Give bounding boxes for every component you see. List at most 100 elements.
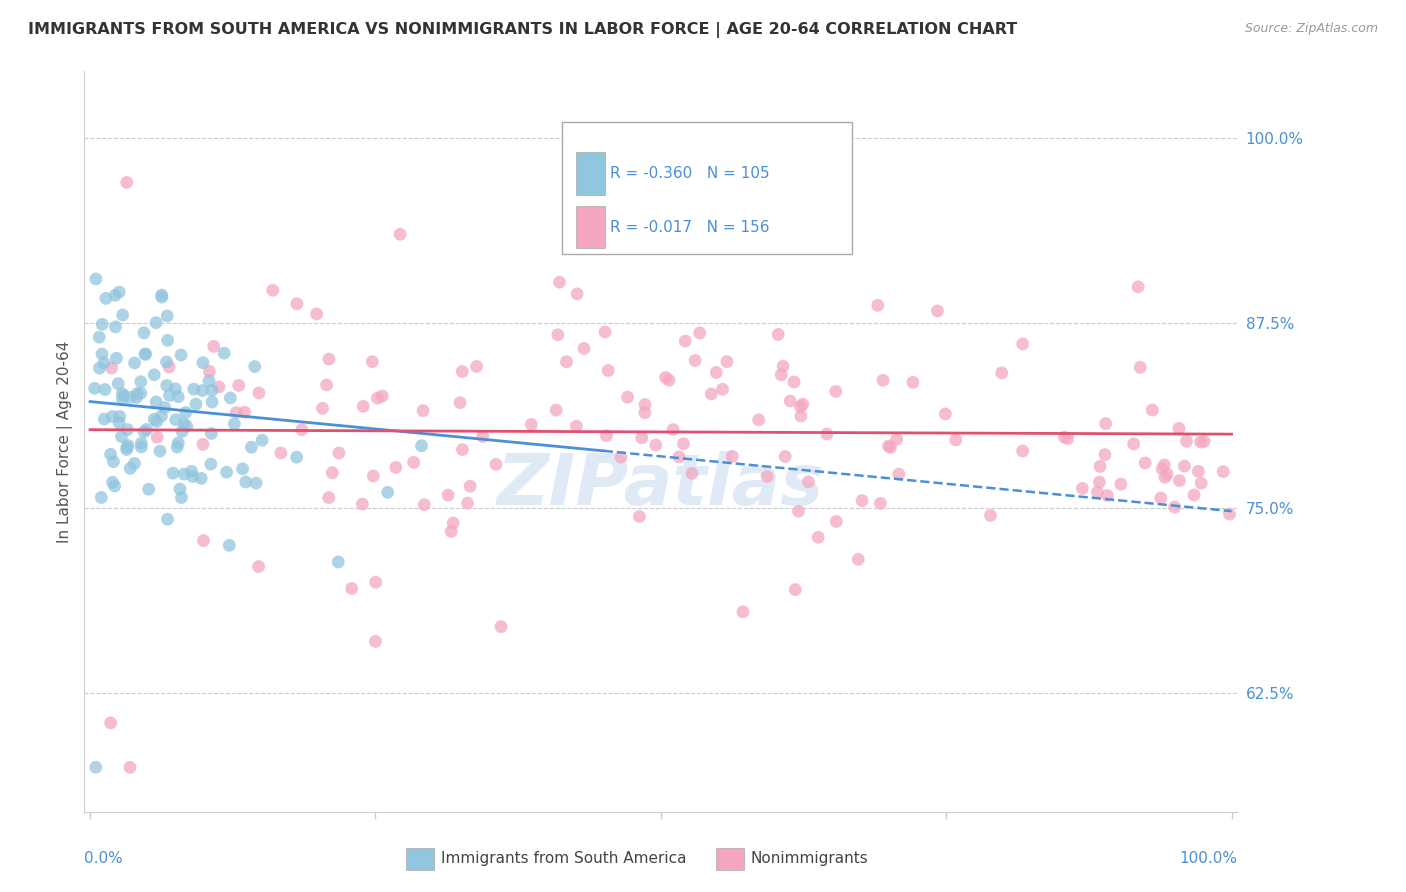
Point [129,386,152,401]
Point [672,436,695,450]
Text: 100.0%: 100.0% [1180,851,1237,865]
Text: Nonimmigrants: Nonimmigrants [751,852,869,866]
Point [145,395,167,409]
Point [711,382,734,396]
Point [779,394,801,409]
Point [135,347,157,361]
Point [748,413,770,427]
Point [595,428,617,442]
Point [927,304,949,318]
Point [291,423,314,437]
Point [1189,476,1212,491]
Point [228,378,250,392]
Point [1187,464,1209,478]
Point [100,715,122,730]
Point [825,515,848,529]
Point [127,386,149,401]
Point [901,376,924,390]
Point [846,552,869,566]
Point [181,469,204,483]
Point [112,388,135,402]
Point [176,419,198,434]
Point [1094,417,1116,431]
Point [979,508,1001,523]
Point [132,326,155,340]
Point [84,760,107,774]
Point [108,409,131,424]
Point [170,425,193,439]
Point [1142,403,1164,417]
Point [385,460,408,475]
Point [451,365,474,379]
Point [437,488,460,502]
Point [731,605,754,619]
Point [872,373,894,387]
Point [1182,488,1205,502]
Point [285,450,308,465]
Point [232,462,254,476]
Point [146,430,169,444]
Point [546,403,568,417]
Point [630,431,652,445]
Point [156,512,179,526]
Point [89,361,111,376]
Point [790,409,813,423]
Point [143,412,166,426]
Point [170,491,193,505]
Point [1152,462,1174,476]
Point [115,176,138,190]
Point [815,427,838,442]
Point [156,309,179,323]
Point [84,272,107,286]
Point [162,466,184,480]
Point [668,450,690,464]
Point [716,354,738,368]
Point [389,227,412,242]
Point [198,364,221,378]
Point [658,373,681,387]
Point [593,325,616,339]
Point [138,482,160,496]
Point [700,387,723,401]
Point [202,339,225,353]
Point [934,407,956,421]
Point [243,359,266,374]
Point [155,355,177,369]
Point [704,366,727,380]
Point [219,391,242,405]
Point [173,417,195,431]
Point [101,475,124,490]
Point [377,485,399,500]
Point [673,334,696,348]
Point [716,219,738,234]
Point [945,433,967,447]
Point [1088,459,1111,474]
Point [1153,458,1175,472]
Point [352,400,374,414]
Point [340,582,363,596]
Point [413,498,436,512]
Point [115,440,138,454]
Point [654,370,676,384]
Point [887,467,910,481]
Point [129,440,152,454]
Point [190,471,212,485]
Point [157,359,180,374]
Point [105,351,128,366]
Point [787,504,810,518]
Point [165,382,187,396]
Point [1167,421,1189,435]
Point [1150,491,1173,505]
Point [471,429,494,443]
Point [240,440,263,454]
Point [366,391,388,405]
Point [990,366,1012,380]
Point [598,363,620,377]
Point [191,437,214,451]
Point [200,457,222,471]
Point [352,497,374,511]
Point [250,434,273,448]
Point [565,286,588,301]
Point [108,285,131,299]
Point [104,479,127,493]
